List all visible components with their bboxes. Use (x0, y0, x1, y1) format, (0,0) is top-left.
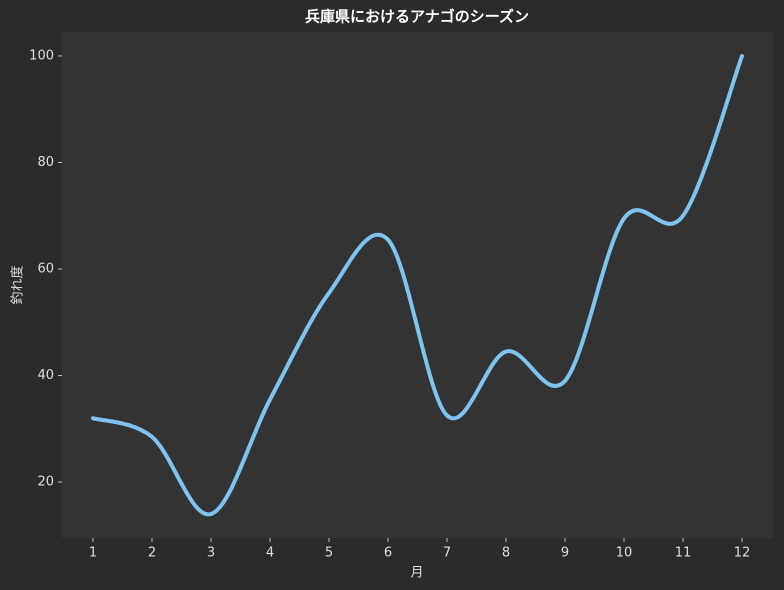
y-tick-label: 40 (37, 368, 54, 383)
x-tick-label: 1 (89, 546, 97, 561)
x-tick-label: 3 (207, 546, 215, 561)
x-tick-label: 5 (325, 546, 333, 561)
x-tick-label: 2 (148, 546, 156, 561)
line (90, 53, 745, 517)
x-tick-label: 10 (616, 546, 633, 561)
x-tick-label: 6 (384, 546, 392, 561)
x-tick-label: 12 (734, 546, 751, 561)
y-tick-label: 100 (29, 48, 54, 63)
x-tick-label: 11 (675, 546, 692, 561)
x-tick-label: 4 (266, 546, 274, 561)
y-tick-label: 80 (37, 155, 54, 170)
x-tick-label: 8 (502, 546, 510, 561)
y-axis-label: 釣れ度 (10, 265, 26, 304)
chart-title: 兵庫県におけるアナゴのシーズン (305, 8, 529, 26)
x-tick-label: 9 (561, 546, 569, 561)
y-tick-label: 20 (37, 475, 54, 490)
x-tick-label: 7 (443, 546, 451, 561)
plot-area (62, 32, 773, 538)
x-axis-label: 月 (410, 566, 423, 581)
y-tick-label: 60 (37, 262, 54, 277)
